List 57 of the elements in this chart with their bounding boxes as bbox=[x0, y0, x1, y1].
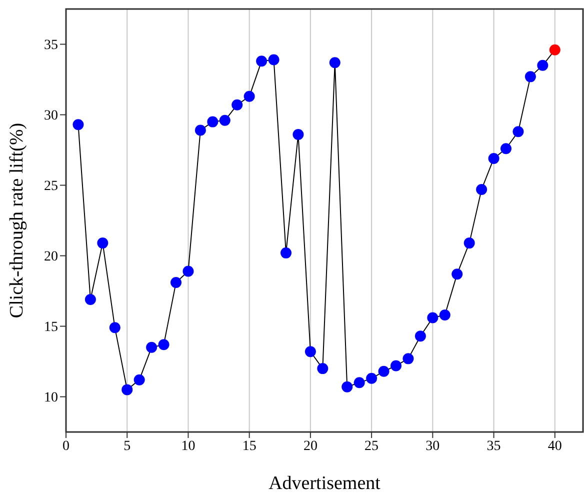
point bbox=[170, 277, 182, 288]
point bbox=[452, 268, 463, 280]
point bbox=[182, 266, 194, 277]
point bbox=[354, 377, 365, 388]
point bbox=[342, 381, 353, 392]
y-tick-label: 20 bbox=[44, 250, 58, 265]
x-tick-label: 5 bbox=[124, 438, 131, 454]
point bbox=[232, 99, 243, 110]
point bbox=[549, 44, 560, 56]
x-tick-label: 10 bbox=[181, 438, 196, 454]
point bbox=[390, 360, 402, 372]
y-axis-title: Click-through rate lift(%) bbox=[6, 122, 28, 318]
point bbox=[256, 56, 268, 67]
point bbox=[280, 247, 292, 258]
point bbox=[146, 342, 158, 353]
point bbox=[329, 57, 340, 68]
x-tick-label: 15 bbox=[242, 438, 256, 454]
point bbox=[317, 363, 328, 374]
point bbox=[292, 128, 304, 140]
point bbox=[524, 71, 536, 82]
y-tick-label: 15 bbox=[44, 320, 58, 336]
point bbox=[427, 312, 438, 324]
y-tick-label: 25 bbox=[44, 179, 58, 194]
y-tick-label: 10 bbox=[44, 390, 58, 406]
point bbox=[378, 366, 390, 377]
point bbox=[476, 184, 488, 195]
x-tick-label: 20 bbox=[303, 438, 318, 454]
x-tick-label: 30 bbox=[426, 438, 440, 454]
point bbox=[402, 353, 414, 364]
point bbox=[439, 309, 450, 320]
point bbox=[207, 116, 218, 128]
point bbox=[134, 374, 145, 386]
point bbox=[109, 322, 120, 334]
point bbox=[122, 384, 133, 396]
point bbox=[414, 330, 426, 342]
point bbox=[219, 114, 230, 126]
point bbox=[304, 346, 316, 358]
point bbox=[500, 143, 512, 154]
point bbox=[244, 90, 255, 102]
point bbox=[97, 238, 108, 249]
x-tick-label: 25 bbox=[364, 438, 379, 454]
point bbox=[268, 54, 280, 66]
y-tick-label: 30 bbox=[44, 108, 58, 124]
point bbox=[72, 119, 84, 130]
y-tick-label: 35 bbox=[44, 38, 58, 54]
x-tick-label: 40 bbox=[548, 438, 562, 454]
point bbox=[84, 294, 96, 305]
point bbox=[158, 339, 170, 350]
x-tick-label: 0 bbox=[62, 438, 70, 454]
x-tick-label: 35 bbox=[486, 438, 501, 454]
point bbox=[194, 124, 206, 136]
point bbox=[512, 126, 524, 138]
point bbox=[537, 60, 548, 71]
point bbox=[464, 238, 475, 249]
x-axis-title: Advertisement bbox=[268, 473, 382, 493]
point bbox=[488, 152, 500, 164]
point bbox=[366, 372, 378, 384]
